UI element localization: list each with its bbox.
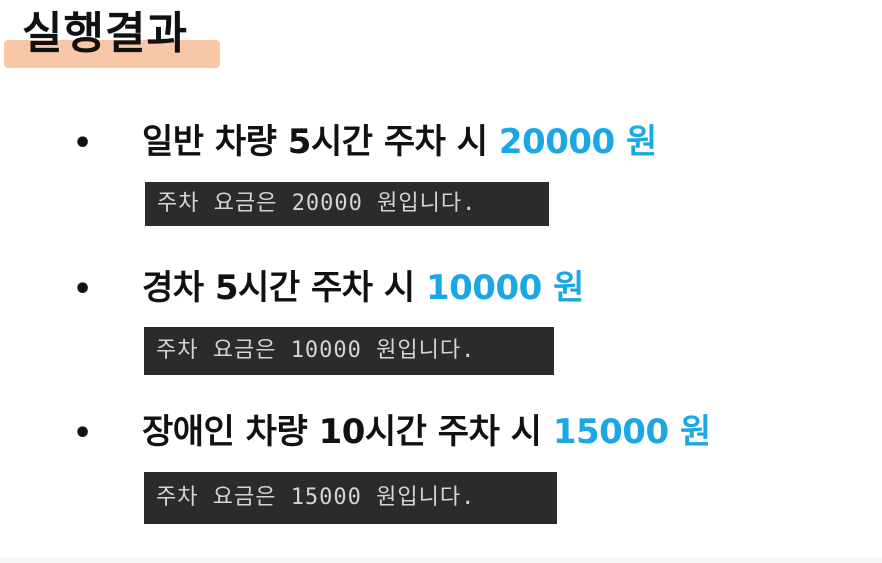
result-label: 장애인 차량 10시간 주차 시 [142,412,553,452]
console-output: 주차 요금은 10000 원입니다. [144,327,554,375]
result-description: 일반 차량 5시간 주차 시 20000 원 [142,120,657,164]
result-amount: 10000 원 [425,268,584,308]
page-title: 실행결과 [22,8,188,59]
result-description: 경차 5시간 주차 시 10000 원 [142,266,584,310]
console-output: 주차 요금은 20000 원입니다. [145,182,549,226]
bullet-point: • [73,416,93,451]
page-title-block: 실행결과 [4,0,220,70]
title-highlight-bar [4,40,220,68]
result-amount: 15000 원 [552,412,711,452]
result-description: 장애인 차량 10시간 주차 시 15000 원 [142,410,711,454]
bottom-divider [0,557,882,563]
result-amount: 20000 원 [498,122,657,162]
bullet-point: • [73,272,93,307]
result-label: 일반 차량 5시간 주차 시 [142,122,499,162]
result-label: 경차 5시간 주차 시 [142,268,426,308]
bullet-point: • [73,126,93,161]
console-output: 주차 요금은 15000 원입니다. [144,472,557,524]
